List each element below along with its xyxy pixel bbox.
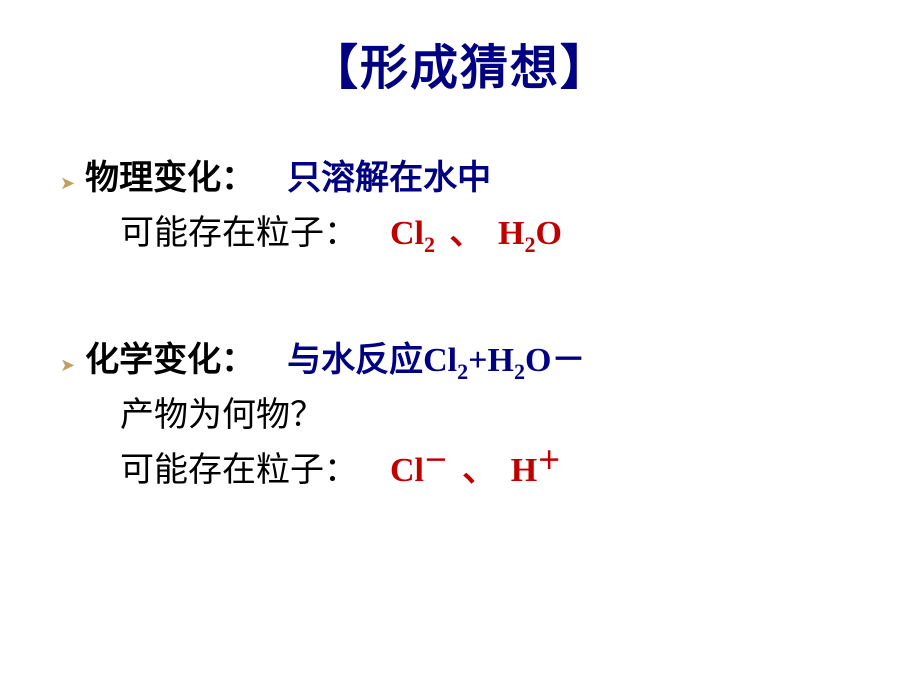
reaction-formula: Cl2+H2O [423,342,551,379]
h-plus-formula: H＋ [511,452,561,489]
chemical-value-prefix: 与水反应 [287,341,423,379]
cl-minus-formula: Cl－ [390,452,448,489]
slide-title: 【形成猜想】 [60,28,860,98]
cl2-formula: Cl2 [390,215,435,252]
content-area: ➤ 物理变化： 只溶解在水中 可能存在粒子： Cl2 、 H2O ➤ 化学变化：… [60,150,860,491]
chemical-heading: 化学变化： [85,332,255,381]
physical-particles-label: 可能存在粒子： [120,205,358,254]
physical-value: 只溶解在水中 [287,150,491,199]
h2o-formula: H2O [498,215,562,252]
dash: － [551,341,585,379]
separator: 、 [450,215,484,252]
separator: 、 [462,452,496,489]
chemical-particles-label: 可能存在粒子： [120,442,358,491]
product-question: 产物为何物？ [120,387,324,436]
physical-heading: 物理变化： [85,150,255,199]
physical-particles: Cl2 、 H2O [390,205,562,254]
bullet-icon: ➤ [60,355,75,376]
bullet-icon: ➤ [60,173,75,194]
chemical-change-block: ➤ 化学变化： 与水反应Cl2+H2O－ 产物为何物？ 可能存在粒子： Cl－ … [60,332,860,491]
chemical-particles: Cl－ 、 H＋ [390,442,561,491]
physical-change-block: ➤ 物理变化： 只溶解在水中 可能存在粒子： Cl2 、 H2O [60,150,860,254]
chemical-value: 与水反应Cl2+H2O－ [287,332,585,381]
